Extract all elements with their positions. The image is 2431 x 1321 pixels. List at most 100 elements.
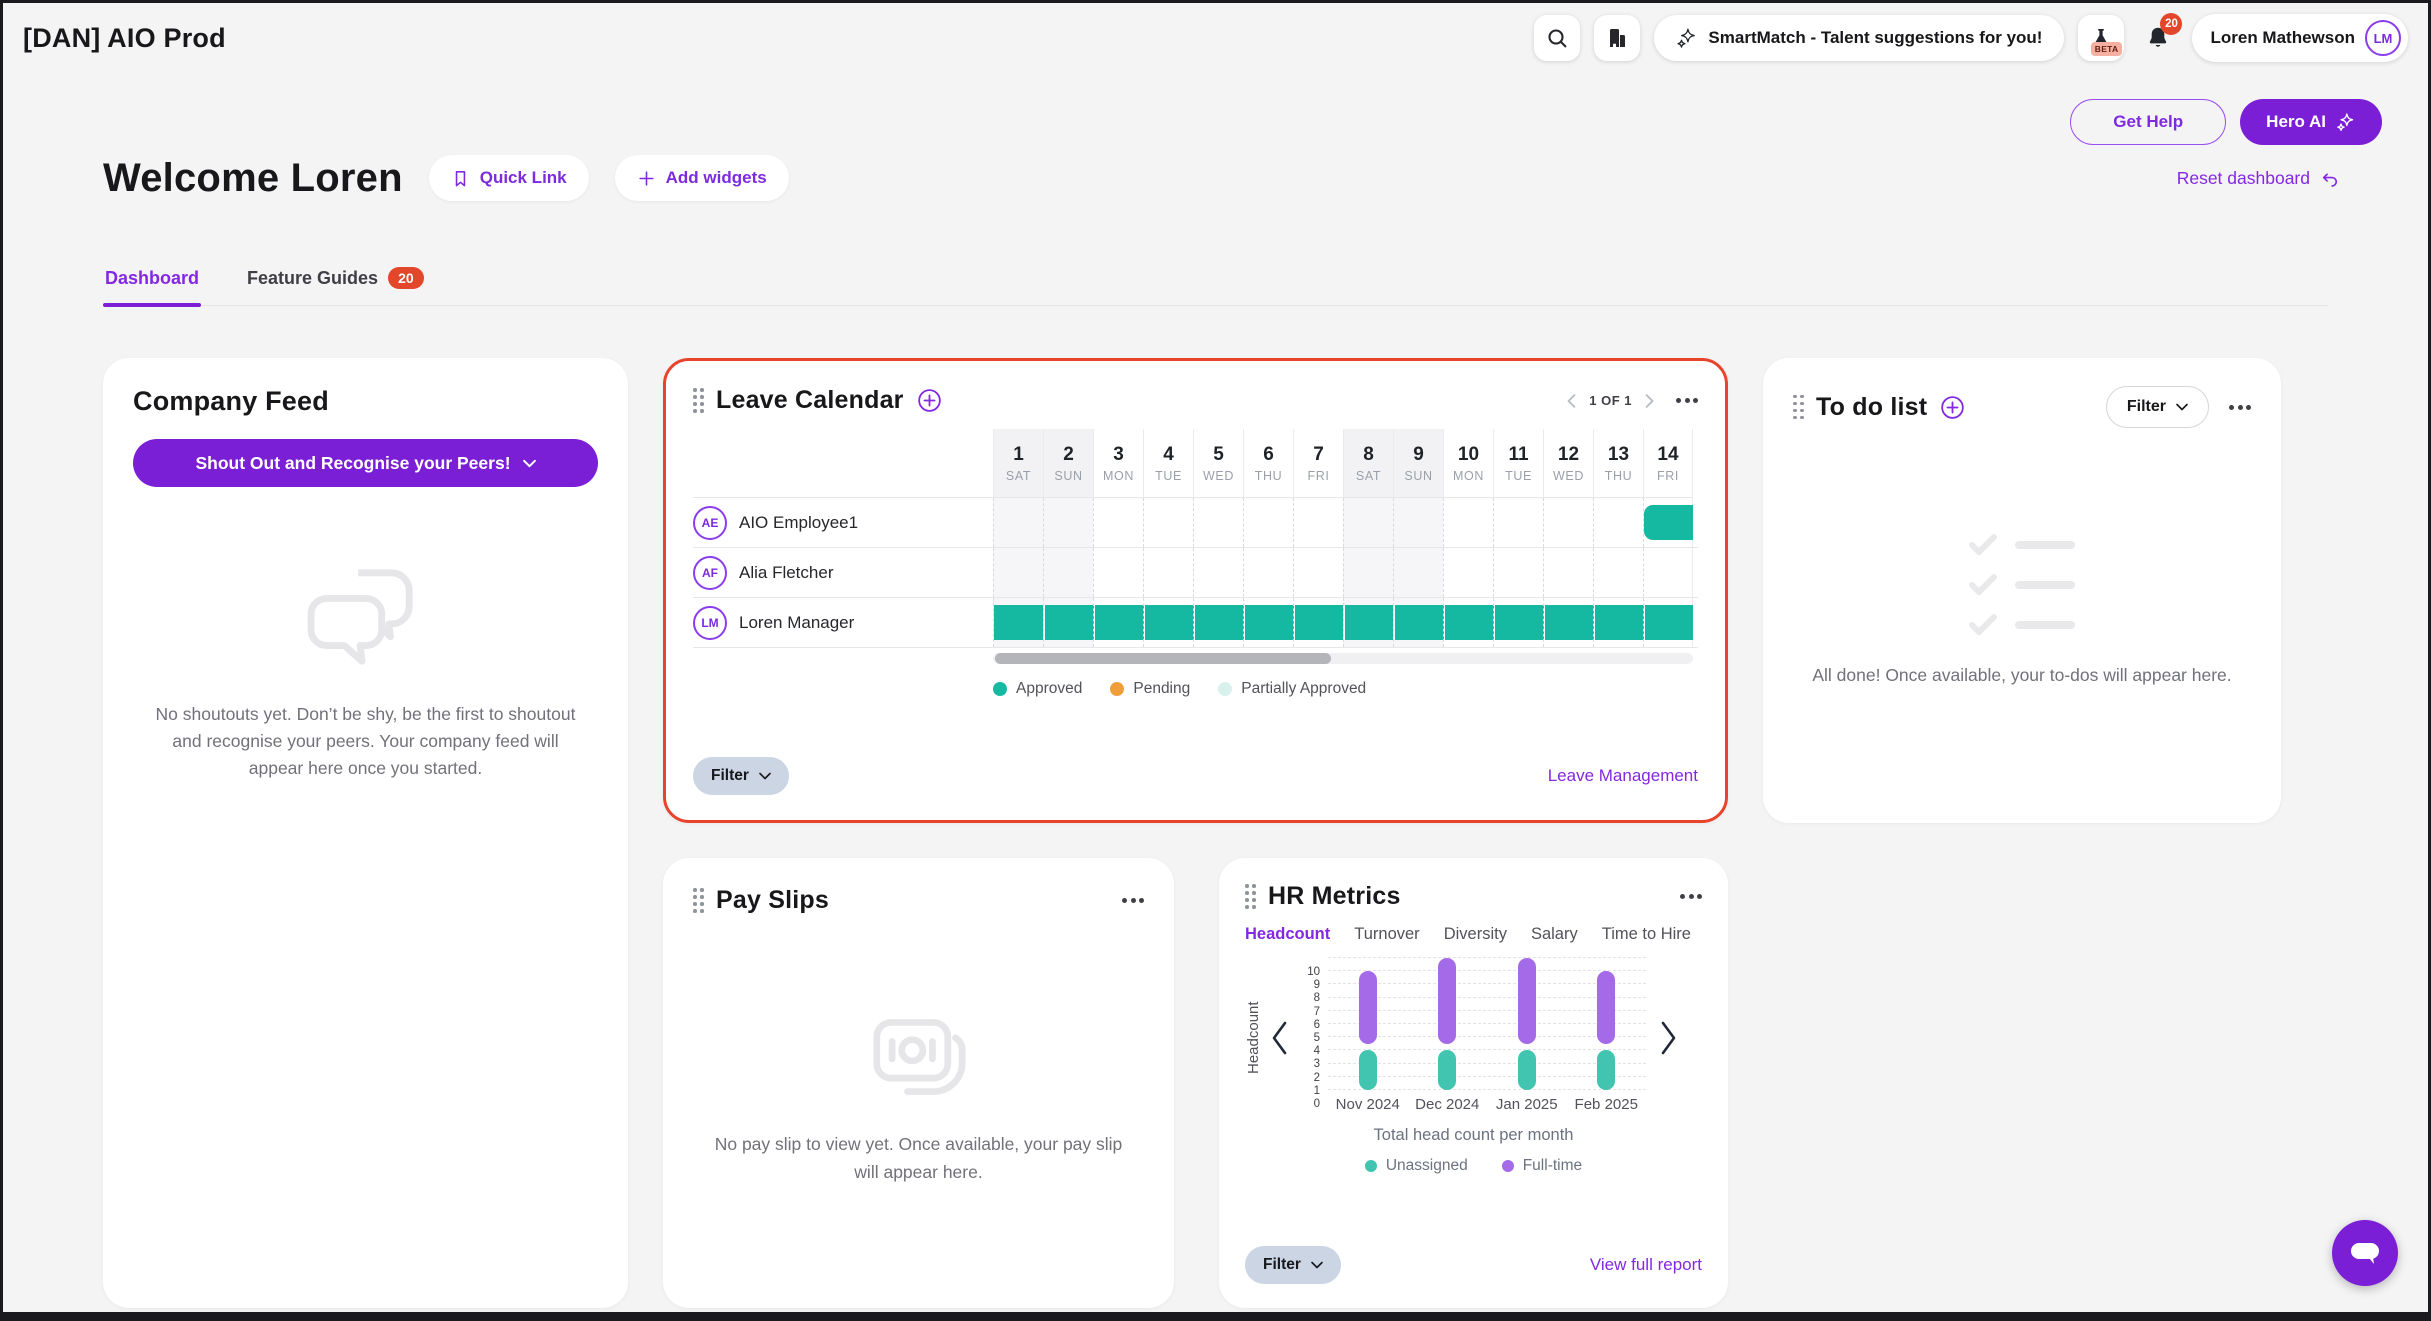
leave-calendar-grid: 1 SAT 2 SUN 3 MON 4 TUE 5 WED 6 THU 7 FRI 8 SAT 9 SUN 10 MO…: [693, 429, 1698, 698]
smartmatch-button[interactable]: SmartMatch - Talent suggestions for you!: [1654, 15, 2065, 61]
calendar-scrollbar-thumb[interactable]: [995, 653, 1331, 664]
search-button[interactable]: [1534, 15, 1581, 61]
more-menu-icon[interactable]: [2229, 404, 2251, 410]
day-cell: [1343, 548, 1393, 597]
company-button[interactable]: [1594, 15, 1641, 61]
day-number: 14: [1657, 443, 1679, 465]
hr-tab-turnover[interactable]: Turnover: [1354, 925, 1420, 943]
day-name: FRI: [1657, 468, 1679, 483]
calendar-day-header: 7 FRI: [1293, 429, 1343, 497]
hr-tab-salary[interactable]: Salary: [1530, 925, 1578, 943]
pager-text: 1 OF 1: [1589, 393, 1632, 408]
legend-label: Pending: [1133, 680, 1191, 697]
employee-cell: LM Loren Manager: [693, 598, 993, 647]
chart-next-button[interactable]: [1656, 1020, 1680, 1056]
legend-label: Approved: [1016, 680, 1083, 697]
leave-calendar-title: Leave Calendar: [716, 386, 904, 414]
x-tick-label: Dec 2024: [1415, 1096, 1480, 1113]
add-leave-icon[interactable]: [916, 387, 943, 414]
notifications-button[interactable]: 20: [2138, 13, 2183, 61]
day-name: FRI: [1307, 468, 1330, 483]
speech-bubbles-icon: [307, 565, 425, 675]
drag-handle-icon[interactable]: [1245, 884, 1256, 909]
day-cell: [1193, 598, 1244, 647]
reset-dashboard-link[interactable]: Reset dashboard: [2177, 168, 2340, 189]
chat-bubble-icon: [2348, 1238, 2382, 1268]
leave-management-link[interactable]: Leave Management: [1547, 766, 1698, 785]
payslip-icon: [863, 1009, 975, 1105]
get-help-button[interactable]: Get Help: [2070, 99, 2227, 145]
day-number: 11: [1508, 443, 1529, 465]
day-cell: [1493, 548, 1543, 597]
add-todo-icon[interactable]: [1939, 394, 1966, 421]
user-menu[interactable]: Loren Mathewson LM: [2192, 14, 2408, 62]
todo-filter-button[interactable]: Filter: [2105, 386, 2209, 428]
bar-unassigned: [1517, 1050, 1536, 1090]
leave-filter-button[interactable]: Filter: [693, 757, 789, 795]
hr-tab-time-to-hire[interactable]: Time to Hire: [1601, 925, 1691, 943]
company-feed-empty-text: No shoutouts yet. Don’t be shy, be the f…: [155, 704, 576, 779]
drag-handle-icon[interactable]: [1793, 394, 1804, 420]
more-menu-icon[interactable]: [1676, 398, 1698, 403]
day-cell: [1543, 548, 1593, 597]
view-full-report-link[interactable]: View full report: [1589, 1255, 1702, 1274]
bar-unassigned: [1597, 1050, 1616, 1090]
drag-handle-icon[interactable]: [693, 888, 704, 913]
day-cell: [1143, 498, 1193, 547]
reset-dashboard-label: Reset dashboard: [2176, 167, 2310, 188]
labs-button[interactable]: BETA: [2078, 15, 2125, 61]
legend-label: Partially Approved: [1241, 680, 1367, 697]
drag-handle-icon[interactable]: [693, 388, 704, 413]
add-widgets-button[interactable]: Add widgets: [614, 155, 789, 201]
day-cell: [1343, 598, 1394, 647]
calendar-day-header: 6 THU: [1243, 429, 1293, 497]
day-cell: [1593, 548, 1643, 597]
calendar-pager: 1 OF 1: [1565, 393, 1656, 408]
hr-metrics-title: HR Metrics: [1268, 882, 1401, 910]
chart-prev-button[interactable]: [1268, 1020, 1292, 1056]
leave-bar-segment: [1644, 505, 1693, 540]
chart-gridline: [1328, 1009, 1646, 1011]
tab-feature-guides[interactable]: Feature Guides 20: [245, 257, 426, 305]
hero-ai-button[interactable]: Hero AI: [2240, 99, 2382, 145]
calendar-day-header: 11 TUE: [1493, 429, 1543, 497]
leave-bar-segment: [1195, 605, 1244, 640]
chevron-left-icon[interactable]: [1565, 393, 1579, 408]
y-tick-label: 9: [1313, 979, 1320, 992]
chat-launcher-button[interactable]: [2332, 1220, 2398, 1286]
chevron-right-icon[interactable]: [1642, 393, 1656, 408]
company-feed-title: Company Feed: [133, 386, 329, 416]
more-menu-icon[interactable]: [1680, 894, 1702, 899]
employee-avatar: LM: [693, 605, 727, 640]
calendar-day-header: 14 FRI: [1643, 429, 1693, 497]
day-cell: [1343, 498, 1393, 547]
day-cell: [1093, 498, 1143, 547]
shoutout-button-label: Shout Out and Recognise your Peers!: [195, 452, 511, 473]
get-help-label: Get Help: [2113, 112, 2184, 131]
building-icon: [1605, 26, 1629, 50]
quick-link-button[interactable]: Quick Link: [428, 155, 589, 201]
more-menu-icon[interactable]: [1122, 898, 1144, 903]
day-cell: [1643, 598, 1693, 647]
pay-slips-title: Pay Slips: [716, 886, 829, 914]
day-cell: [1543, 598, 1594, 647]
day-cell: [1143, 598, 1194, 647]
help-row: Get Help Hero AI: [2070, 99, 2382, 145]
day-number: 10: [1457, 443, 1480, 465]
quick-link-label: Quick Link: [479, 168, 567, 187]
day-cell: [1243, 598, 1294, 647]
todo-empty-text: All done! Once available, your to-dos wi…: [1812, 664, 2232, 685]
day-cell: [1043, 598, 1094, 647]
hr-tab-diversity[interactable]: Diversity: [1443, 925, 1507, 943]
day-cell: [1493, 498, 1543, 547]
day-number: 1: [1013, 443, 1024, 465]
hr-tab-headcount[interactable]: Headcount: [1245, 925, 1331, 943]
hr-filter-button[interactable]: Filter: [1245, 1246, 1341, 1284]
day-cell: [1293, 598, 1344, 647]
day-cell: [1293, 548, 1343, 597]
calendar-day-header: 3 MON: [1093, 429, 1143, 497]
day-name: MON: [1103, 468, 1134, 483]
day-number: 5: [1213, 443, 1224, 465]
shoutout-button[interactable]: Shout Out and Recognise your Peers!: [133, 439, 598, 487]
tab-dashboard[interactable]: Dashboard: [103, 257, 202, 307]
